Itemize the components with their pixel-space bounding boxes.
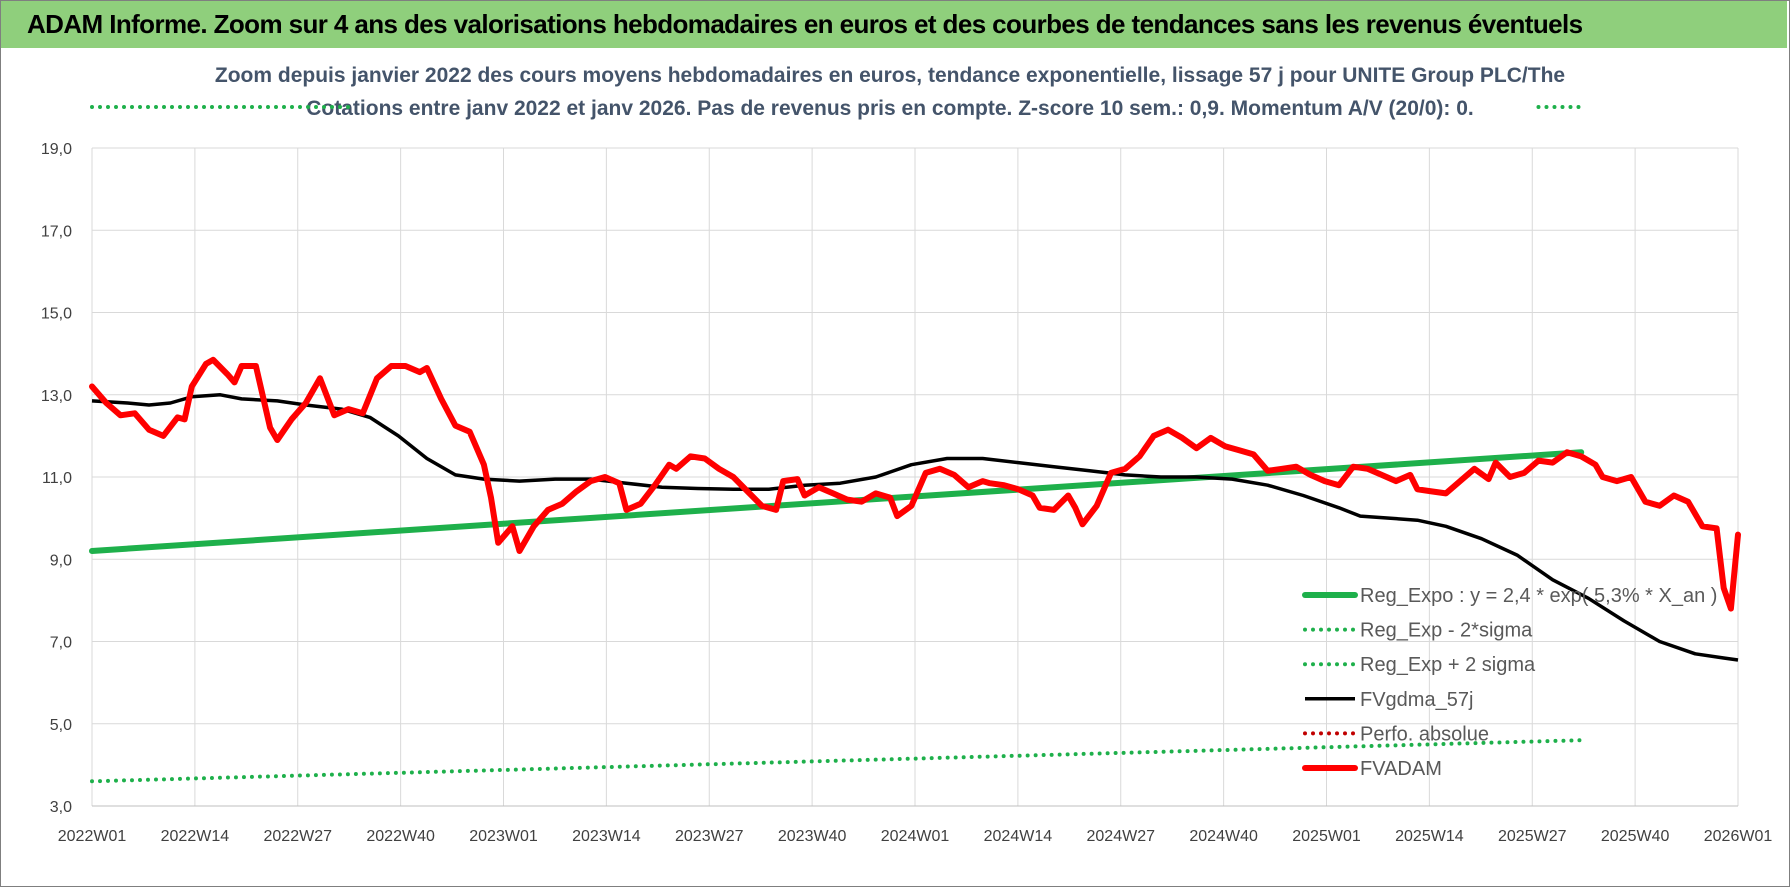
x-tick-label: 2022W14 <box>161 828 230 845</box>
y-tick-label: 17,0 <box>41 223 72 240</box>
legend-label: FVADAM <box>1360 758 1442 780</box>
grid-lines <box>91 147 1739 807</box>
x-tick-label: 2022W27 <box>264 828 333 845</box>
x-axis-ticks: 2022W01 2022W14 2022W27 2022W40 2023W01 2023W… <box>58 828 1773 845</box>
reg-minus-2sigma-line <box>90 738 1584 784</box>
x-tick-label: 2022W01 <box>58 828 127 845</box>
x-tick-label: 2023W40 <box>778 828 847 845</box>
x-tick-label: 2025W14 <box>1395 828 1464 845</box>
header-banner: ADAM Informe. Zoom sur 4 ans des valoris… <box>1 1 1787 48</box>
y-tick-label: 13,0 <box>41 388 72 405</box>
x-tick-label: 2024W01 <box>881 828 950 845</box>
x-tick-label: 2023W01 <box>469 828 538 845</box>
y-tick-label: 3,0 <box>50 799 72 816</box>
legend-label: Perfo. absolue <box>1360 723 1489 745</box>
x-tick-label: 2024W40 <box>1189 828 1258 845</box>
y-tick-label: 5,0 <box>50 717 72 734</box>
chart-title-line-2: Cotations entre janv 2022 et janv 2026. … <box>306 97 1474 120</box>
fvadam-line <box>89 356 1741 612</box>
y-tick-label: 15,0 <box>41 306 72 323</box>
y-axis-ticks: 3,0 5,0 7,0 9,0 11,0 13,0 15,0 17,0 19,0 <box>41 141 72 816</box>
y-tick-label: 7,0 <box>50 635 72 652</box>
x-tick-label: 2024W14 <box>984 828 1053 845</box>
y-tick-label: 11,0 <box>42 470 72 487</box>
legend-label: Reg_Exp + 2 sigma <box>1360 654 1536 676</box>
y-tick-label: 19,0 <box>41 141 72 158</box>
reg-expo-line <box>89 449 1585 554</box>
legend-label: Reg_Expo : y = 2,4 * exp( 5,3% * X_an ) <box>1360 585 1717 607</box>
x-tick-label: 2026W01 <box>1704 828 1773 845</box>
fvgdma-57j-line <box>91 393 1739 662</box>
x-tick-label: 2023W14 <box>572 828 641 845</box>
page-title: ADAM Informe. Zoom sur 4 ans des valoris… <box>27 9 1583 39</box>
x-tick-label: 2025W01 <box>1292 828 1361 845</box>
x-tick-label: 2025W27 <box>1498 828 1567 845</box>
legend-label: Reg_Exp - 2*sigma <box>1360 620 1533 642</box>
x-tick-label: 2025W40 <box>1601 828 1670 845</box>
y-tick-label: 9,0 <box>50 552 72 569</box>
x-tick-label: 2022W40 <box>366 828 435 845</box>
legend: Reg_Expo : y = 2,4 * exp( 5,3% * X_an ) R… <box>1302 585 1717 780</box>
series-lines <box>89 105 1741 784</box>
chart-title-line-1: Zoom depuis janvier 2022 des cours moyen… <box>215 64 1565 87</box>
legend-label: FVgdma_57j <box>1360 689 1473 711</box>
x-tick-label: 2024W27 <box>1087 828 1156 845</box>
x-tick-label: 2023W27 <box>675 828 744 845</box>
